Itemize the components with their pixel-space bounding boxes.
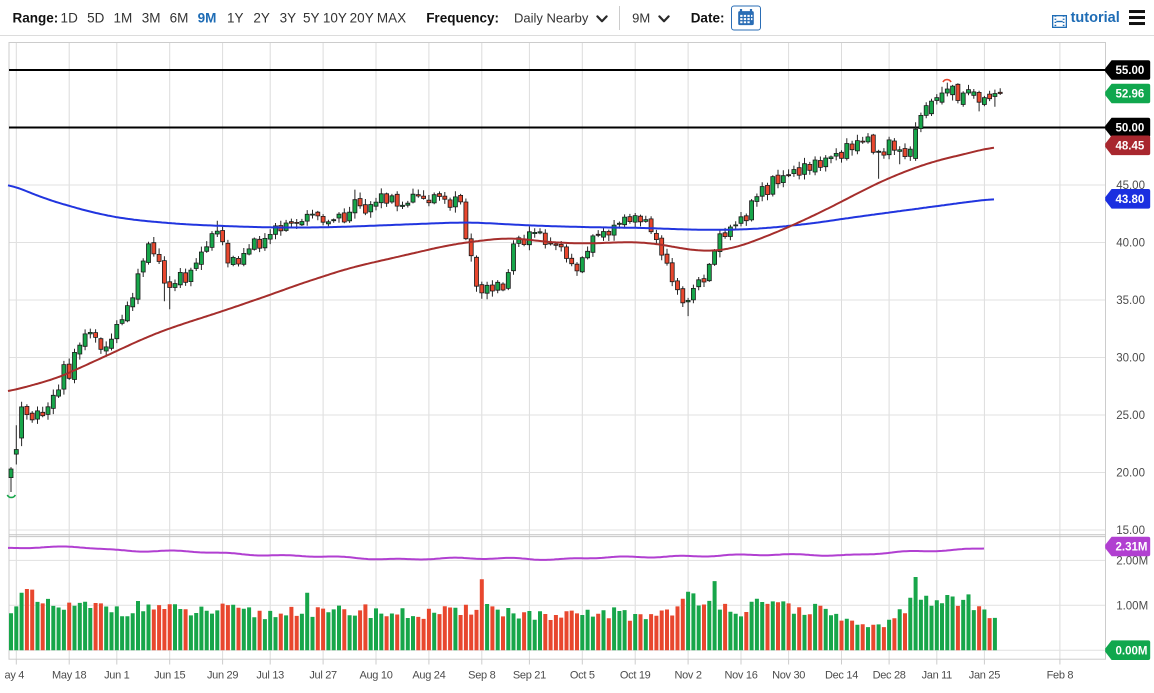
svg-text:Jun 1: Jun 1: [104, 670, 130, 682]
svg-text:Feb 8: Feb 8: [1047, 670, 1074, 682]
svg-text:2.00M: 2.00M: [1116, 555, 1148, 567]
svg-text:Nov 16: Nov 16: [724, 670, 757, 682]
svg-text:Sep 8: Sep 8: [468, 670, 495, 682]
svg-text:Nov 2: Nov 2: [674, 670, 701, 682]
svg-text:Aug 10: Aug 10: [359, 670, 392, 682]
svg-text:50.00: 50.00: [1116, 123, 1145, 135]
svg-text:Dec 28: Dec 28: [873, 670, 906, 682]
svg-text:Jul 27: Jul 27: [309, 670, 337, 682]
svg-text:15.00: 15.00: [1116, 525, 1145, 537]
svg-text:52.96: 52.96: [1116, 89, 1145, 101]
svg-text:Nov 30: Nov 30: [772, 670, 805, 682]
svg-text:Dec 14: Dec 14: [825, 670, 858, 682]
svg-text:0.00M: 0.00M: [1116, 645, 1148, 657]
svg-text:Oct 19: Oct 19: [620, 670, 651, 682]
svg-text:48.45: 48.45: [1116, 141, 1145, 153]
svg-text:ay 4: ay 4: [5, 670, 25, 682]
svg-text:Jan 25: Jan 25: [969, 670, 1000, 682]
svg-text:Jul 13: Jul 13: [256, 670, 284, 682]
svg-text:Jan 11: Jan 11: [922, 670, 953, 682]
svg-text:30.00: 30.00: [1116, 353, 1145, 365]
svg-text:20.00: 20.00: [1116, 468, 1145, 480]
svg-text:Aug 24: Aug 24: [412, 670, 445, 682]
svg-text:43.80: 43.80: [1116, 194, 1145, 206]
svg-text:2.31M: 2.31M: [1116, 542, 1148, 554]
svg-text:Jun 29: Jun 29: [207, 670, 238, 682]
svg-text:May 18: May 18: [52, 670, 86, 682]
svg-text:35.00: 35.00: [1116, 295, 1145, 307]
svg-text:25.00: 25.00: [1116, 410, 1145, 422]
svg-text:Jun 15: Jun 15: [154, 670, 185, 682]
svg-text:1.00M: 1.00M: [1116, 600, 1148, 612]
svg-text:55.00: 55.00: [1116, 65, 1145, 77]
svg-text:40.00: 40.00: [1116, 238, 1145, 250]
svg-text:Oct 5: Oct 5: [570, 670, 595, 682]
svg-text:Sep 21: Sep 21: [513, 670, 546, 682]
